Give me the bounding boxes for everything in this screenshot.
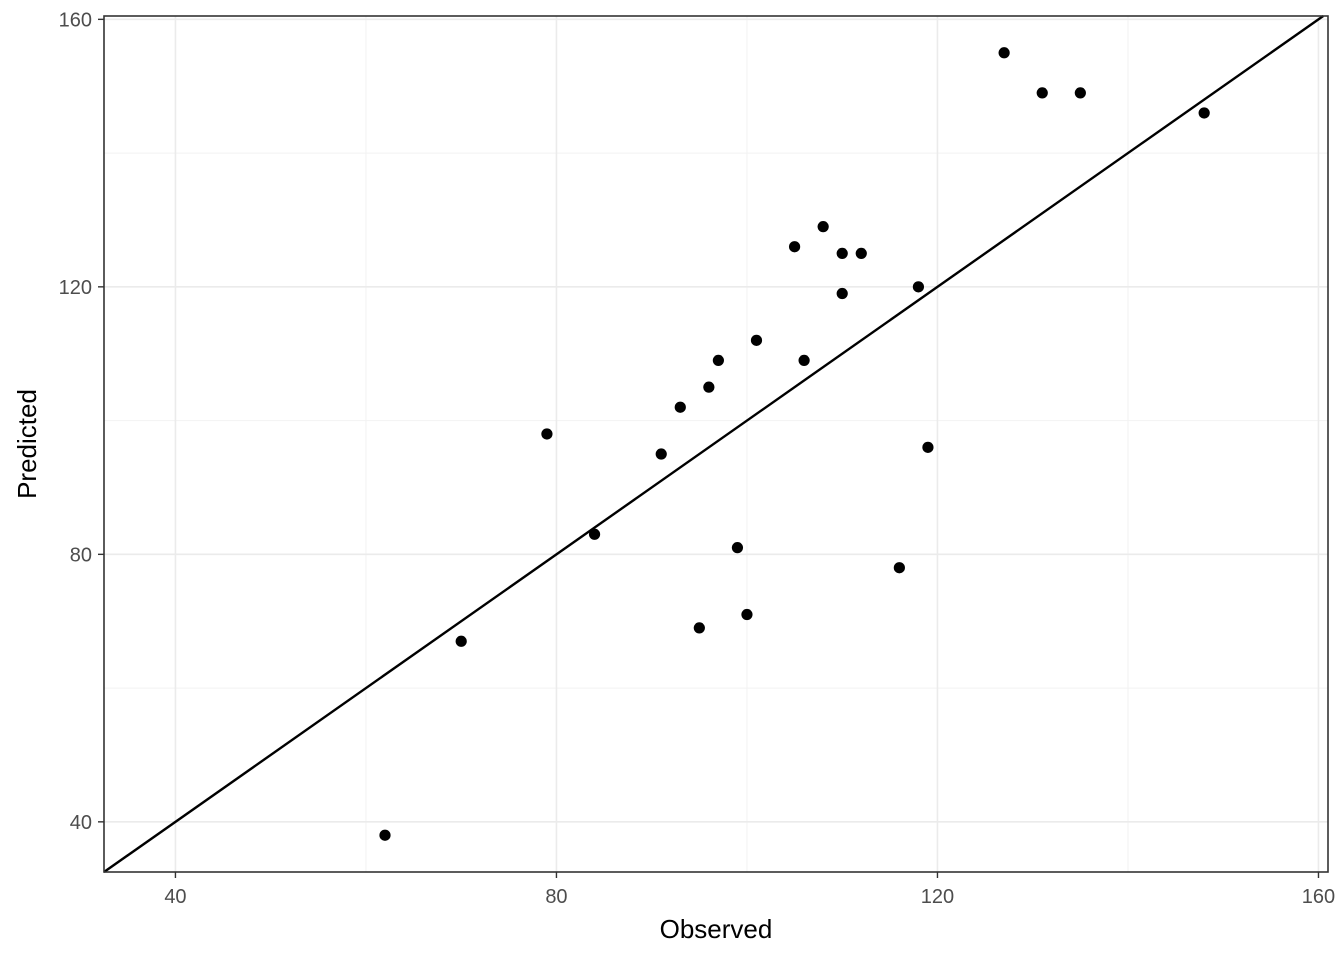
data-point [855, 247, 867, 260]
points-group [379, 47, 1210, 841]
data-point [798, 354, 810, 367]
data-point [836, 247, 848, 260]
data-point [455, 635, 467, 647]
y-tick-label: 160 [59, 9, 92, 31]
data-point [788, 241, 801, 253]
data-point [674, 401, 686, 413]
y-axis-title: Predicted [12, 389, 42, 499]
data-point [817, 221, 829, 233]
data-point [712, 354, 724, 367]
grid [104, 16, 1328, 872]
data-point [836, 287, 848, 300]
data-point [379, 829, 391, 841]
y-tick-label: 80 [70, 544, 92, 566]
x-axis-title: Observed [660, 914, 773, 944]
y-tick-label: 40 [70, 812, 92, 834]
identity-line [103, 15, 1324, 873]
x-tick-label: 160 [1302, 886, 1335, 908]
data-point [693, 622, 705, 634]
x-tick-label: 80 [545, 886, 567, 908]
data-point [750, 334, 763, 346]
data-point [998, 47, 1010, 59]
data-point [731, 542, 744, 554]
tick-labels: 40 80 120 160 40 80 120 160 [59, 9, 1336, 908]
identity-line-group [103, 15, 1324, 873]
data-point [893, 562, 905, 574]
data-point [912, 281, 925, 293]
data-point [703, 381, 715, 393]
y-tick-label: 120 [59, 277, 92, 299]
x-tick-label: 120 [921, 886, 954, 908]
data-point [1036, 87, 1048, 99]
x-tick-label: 40 [164, 886, 186, 908]
data-point [741, 608, 753, 621]
data-point [541, 428, 553, 440]
panel-border [103, 15, 1329, 873]
data-point [1198, 107, 1210, 119]
data-point [588, 528, 601, 540]
data-point [655, 448, 667, 460]
ticks [98, 18, 1320, 878]
data-point [1074, 87, 1086, 99]
data-point [922, 441, 934, 453]
